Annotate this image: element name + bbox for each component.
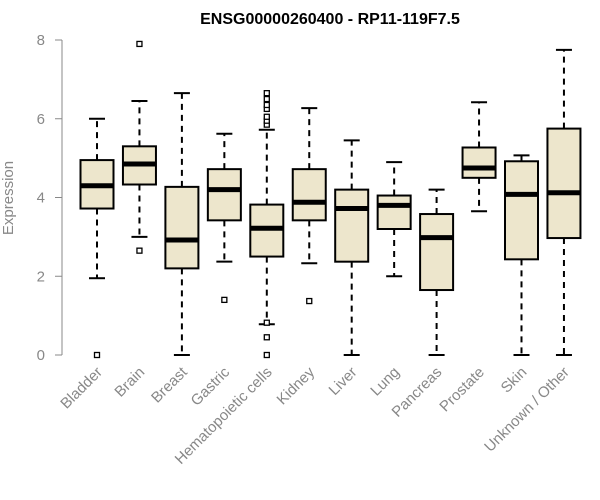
- x-category-label: Lung: [367, 364, 403, 400]
- y-tick-label: 8: [37, 32, 45, 49]
- y-tick-label: 0: [37, 347, 45, 364]
- chart-title: ENSG00000260400 - RP11-119F7.5: [200, 11, 460, 28]
- box-group: [376, 161, 412, 278]
- iqr-box: [461, 146, 497, 179]
- y-tick-label: 6: [37, 111, 45, 128]
- box-group: [291, 107, 327, 305]
- iqr-box: [334, 188, 370, 263]
- x-category-label: Breast: [148, 363, 191, 406]
- iqr-box: [206, 168, 242, 222]
- x-category-label: Prostate: [436, 364, 488, 416]
- box-group: [546, 48, 582, 356]
- y-axis: 0 2 4 6 8: [37, 32, 63, 364]
- outlier-point: [93, 351, 101, 359]
- x-category-label: Liver: [326, 364, 361, 399]
- box-group: [164, 92, 200, 356]
- box-group: [504, 154, 539, 356]
- iqr-box: [546, 127, 582, 240]
- plot-area: [79, 40, 582, 359]
- iqr-box: [164, 185, 200, 270]
- outlier-point: [263, 101, 270, 109]
- outlier-point: [263, 113, 270, 120]
- x-category-label: Kidney: [274, 363, 319, 408]
- outlier-point: [263, 95, 270, 103]
- outlier-point: [263, 351, 270, 359]
- x-category-label: Brain: [111, 364, 148, 401]
- outlier-point: [263, 90, 270, 97]
- outlier-point: [263, 334, 270, 341]
- x-category-label: Bladder: [57, 364, 106, 413]
- iqr-box: [376, 194, 412, 230]
- x-category-label: Skin: [498, 364, 531, 397]
- outlier-point: [136, 247, 143, 254]
- outlier-point: [221, 296, 228, 304]
- y-axis-label: Expression: [0, 161, 17, 235]
- outlier-point: [136, 40, 143, 48]
- box-group: [249, 90, 285, 359]
- box-group: [121, 40, 157, 254]
- iqr-box: [291, 168, 327, 222]
- box-group: [419, 188, 455, 356]
- box-group: [79, 117, 115, 359]
- iqr-box: [419, 213, 455, 292]
- box-group: [206, 132, 242, 304]
- box-group: [461, 101, 497, 213]
- iqr-box: [504, 160, 539, 261]
- outlier-point: [263, 319, 270, 326]
- box-group: [334, 139, 370, 356]
- y-tick-label: 4: [37, 190, 45, 207]
- y-tick-label: 2: [37, 268, 45, 285]
- outlier-point: [306, 297, 313, 305]
